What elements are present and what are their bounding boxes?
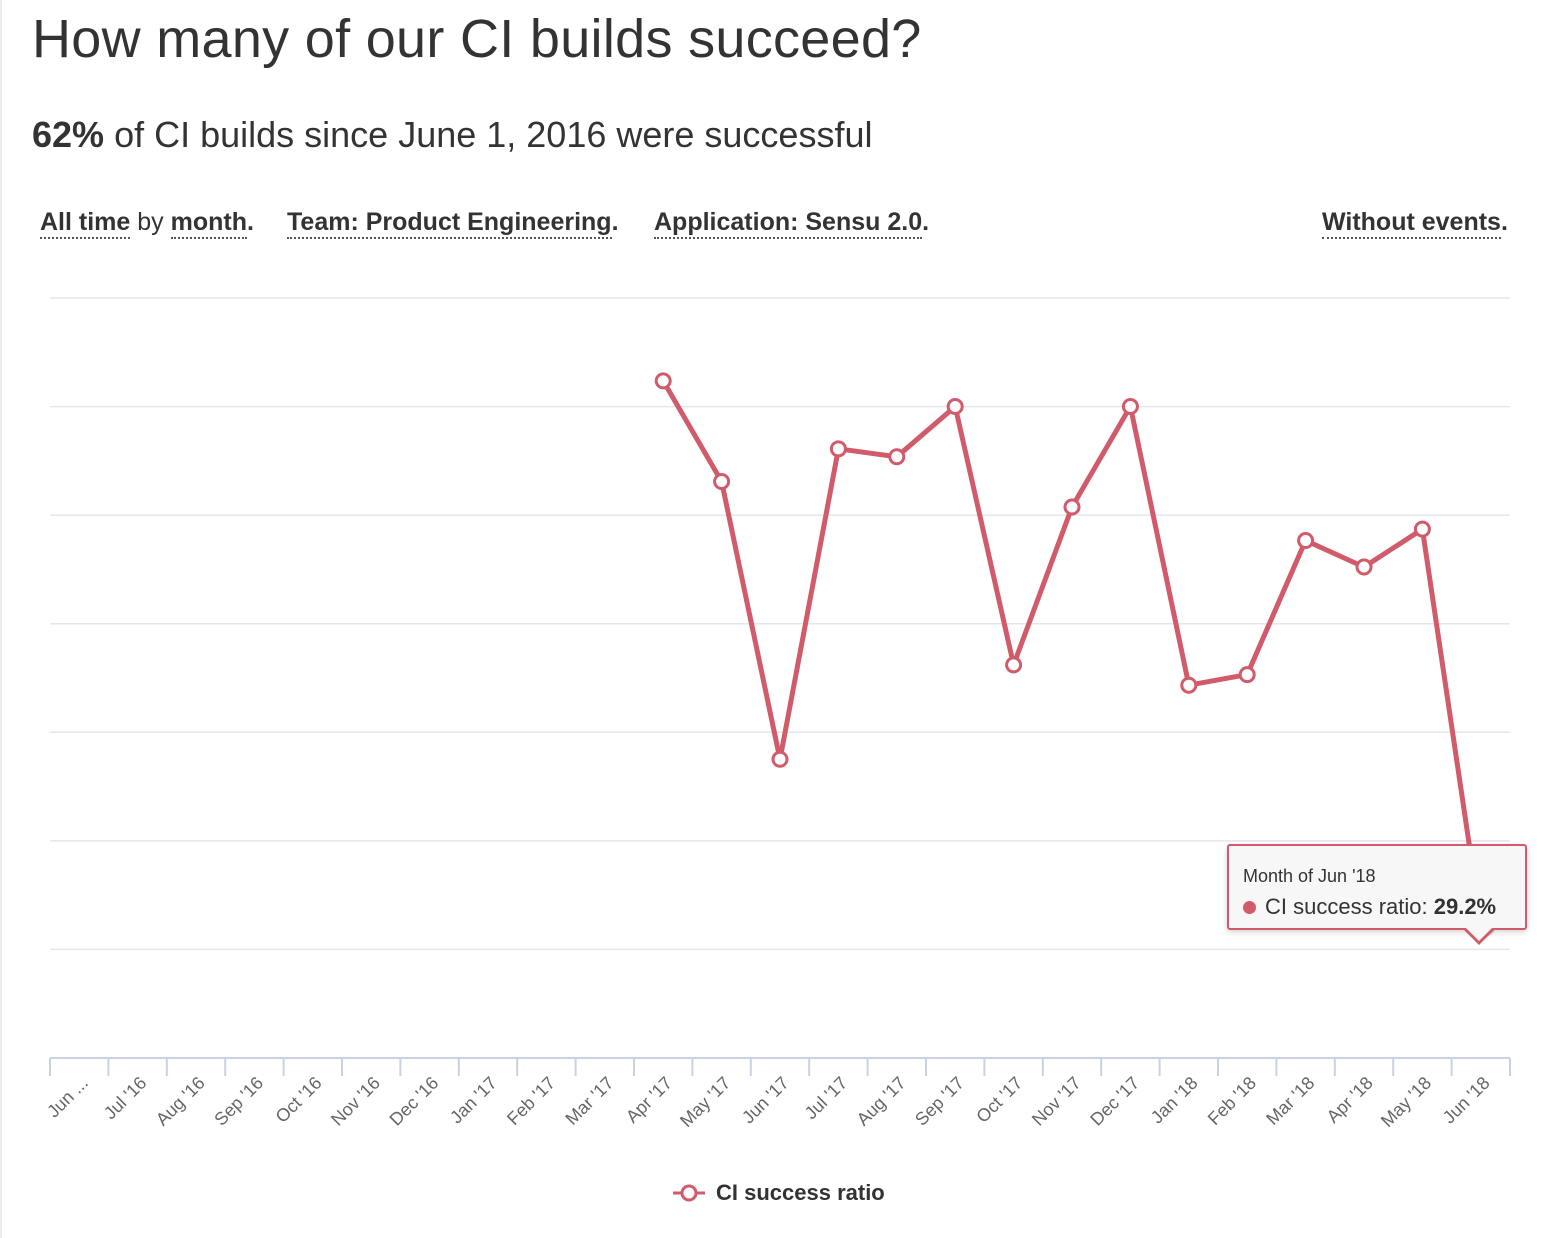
x-axis-tick-label: Jun '17 [738,1073,793,1128]
x-axis-tick-label: Sep '17 [911,1073,968,1130]
tooltip-series-line: CI success ratio: 29.2% [1243,894,1496,920]
team-filter[interactable]: Team: Product Engineering [287,208,612,239]
x-axis-tick-label: Jan '17 [446,1073,501,1128]
x-axis-tick-label: Jun ... [43,1073,92,1122]
x-axis-tick-label: Jun '18 [1439,1073,1494,1128]
x-axis-tick-label: Jul '17 [801,1073,852,1124]
x-axis-tick-label: Mar '18 [1262,1073,1318,1129]
x-axis-tick-label: Apr '18 [1323,1073,1377,1127]
data-point [1355,558,1373,576]
x-axis-tick-label: Aug '16 [152,1073,209,1130]
data-point [1413,520,1431,538]
data-point [888,448,906,466]
x-axis-tick-label: Jul '16 [100,1073,151,1124]
chart-legend[interactable]: CI success ratio [672,1176,885,1210]
application-filter-group: Application: Sensu 2.0. [654,208,929,239]
x-axis-tick-label: Nov '17 [1028,1073,1085,1130]
by-text: by [137,208,164,236]
data-point [1121,397,1139,415]
x-axis-tick-label: Mar '17 [561,1073,617,1129]
data-point [1297,532,1315,550]
x-axis-tick-label: May '18 [1377,1073,1435,1131]
data-point [1005,656,1023,674]
legend-series-icon [673,1184,705,1202]
tooltip-series-label: CI success ratio: [1265,894,1428,919]
page-title: How many of our CI builds succeed? [32,9,922,69]
summary-percentage: 62% [32,114,105,155]
data-point [1063,498,1081,516]
events-filter-group: Without events. [1322,208,1508,239]
x-axis-tick-label: Jan '18 [1147,1073,1202,1128]
left-border [0,0,2,1238]
data-point [713,472,731,490]
x-axis-tick-label: Aug '17 [853,1073,910,1130]
tooltip-value: 29.2% [1433,894,1497,919]
x-axis-tick-label: Oct '16 [272,1073,326,1127]
tooltip-title: Month of Jun '18 [1243,866,1376,886]
x-axis-tick-label: Oct '17 [972,1073,1026,1127]
filter-bar: All time by month. Team: Product Enginee… [40,208,1522,248]
data-point [946,397,964,415]
x-axis-tick-label: Dec '17 [1086,1073,1143,1130]
x-axis-tick-label: Apr '17 [622,1073,676,1127]
data-point [654,372,672,390]
x-axis-tick-label: Feb '18 [1204,1073,1260,1129]
x-axis-tick-label: Feb '17 [503,1073,559,1129]
time-filter-group: All time by month. [40,208,254,239]
granularity-filter[interactable]: month [170,208,247,239]
data-point [771,750,789,768]
team-filter-group: Team: Product Engineering. [287,208,619,239]
summary-description: of CI builds since June 1, 2016 were suc… [104,114,873,155]
x-axis-tick-label: Nov '16 [327,1073,384,1130]
data-point [1238,666,1256,684]
data-tooltip: Month of Jun '18 CI success ratio: 29.2% [1227,844,1527,945]
events-filter[interactable]: Without events [1322,208,1501,239]
application-filter[interactable]: Application: Sensu 2.0 [654,208,923,239]
x-axis-tick-label: May '17 [676,1073,734,1131]
time-range-filter[interactable]: All time [40,208,131,239]
x-axis-tick-label: Sep '16 [210,1073,267,1130]
data-point [829,440,847,458]
data-point [1180,676,1198,694]
legend-label: CI success ratio [716,1180,885,1205]
x-axis-tick-label: Dec '16 [386,1073,443,1130]
tooltip-series-dot-icon [1243,900,1256,914]
summary-text: 62% of CI builds since June 1, 2016 were… [32,114,872,156]
